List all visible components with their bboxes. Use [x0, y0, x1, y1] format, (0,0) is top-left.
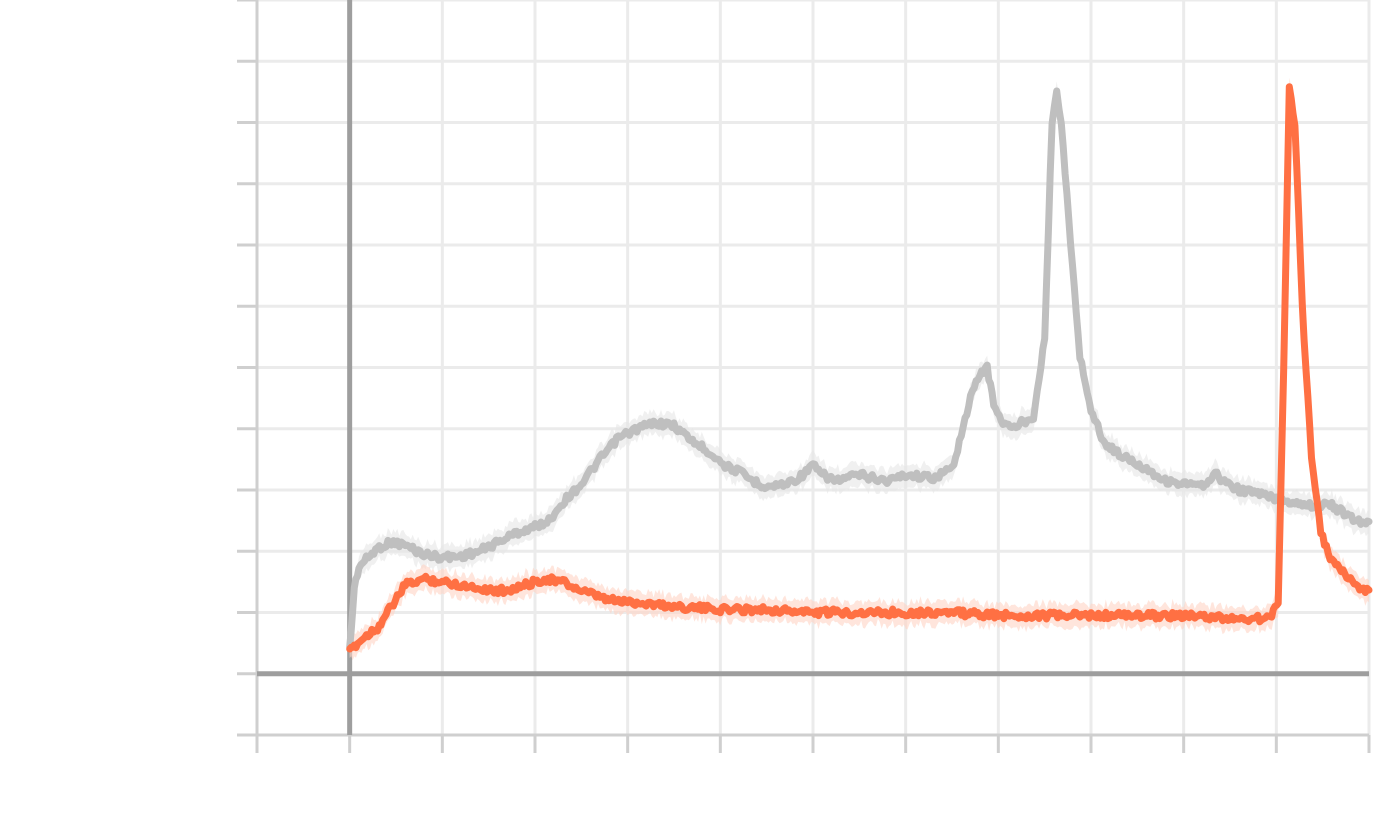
- series-line-1: [346, 87, 1373, 651]
- series-band-1: [349, 81, 1369, 659]
- chart-axes: [237, 0, 1371, 753]
- series-lines: [346, 83, 1373, 653]
- series-line-2: [346, 83, 1373, 653]
